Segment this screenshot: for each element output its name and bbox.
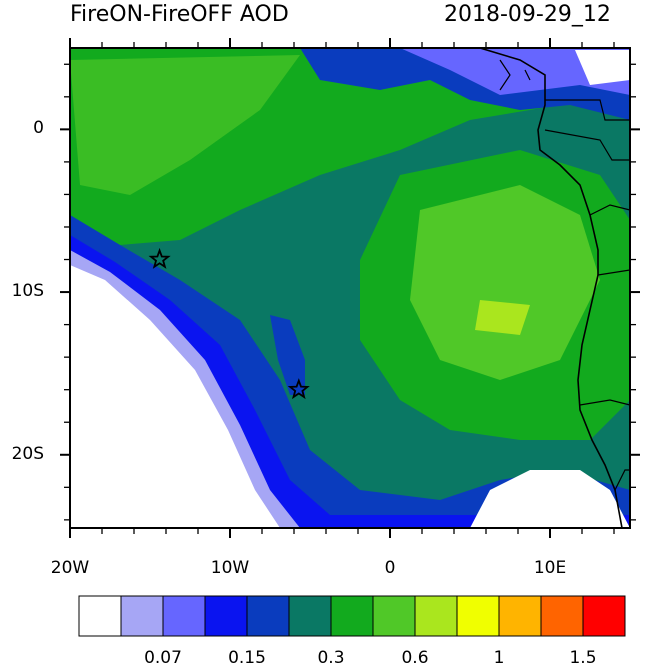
- x-axis-label: 20W: [50, 558, 90, 578]
- border-1: [545, 99, 630, 121]
- field-nw-lightgreen: [70, 55, 300, 195]
- colorbar-swatch: [204, 595, 248, 637]
- y-axis-label: 0: [33, 118, 44, 139]
- colorbar-label: 0.15: [228, 648, 266, 668]
- field-clean-sw: [70, 265, 280, 528]
- field-east-peak: [475, 300, 530, 335]
- map-title: FireON-FireOFF AOD: [70, 2, 289, 27]
- colorbar-swatch: [162, 595, 206, 637]
- colorbar-label: 0.6: [401, 648, 429, 668]
- axis-ticks: [60, 38, 640, 538]
- map-frame: [69, 47, 631, 529]
- colorbar-label: 1: [493, 648, 505, 668]
- colorbar-label: 0.3: [317, 648, 345, 668]
- star-marker-north: [148, 247, 171, 269]
- border-7: [499, 59, 531, 91]
- colorbar-swatch: [330, 595, 374, 637]
- colorbar-swatch: [414, 595, 458, 637]
- field-east-lightgreen: [410, 185, 600, 380]
- x-axis-label: 10W: [210, 558, 250, 578]
- field-north-lightblue: [400, 48, 630, 95]
- border-5: [579, 399, 630, 406]
- colorbar: [78, 595, 626, 637]
- colorbar-swatch: [246, 595, 290, 637]
- border-2: [544, 129, 630, 161]
- colorbar-swatch: [540, 595, 584, 637]
- markers-layer: [148, 247, 310, 400]
- border-4: [597, 269, 630, 276]
- x-axis-label: 0: [384, 558, 396, 578]
- border-3: [589, 204, 630, 216]
- colorbar-swatch: [288, 595, 332, 637]
- colorbar-swatch: [120, 595, 164, 637]
- star-marker-south: [287, 378, 310, 400]
- field-streak: [270, 315, 305, 395]
- colorbar-swatch: [78, 595, 122, 637]
- border-6: [614, 469, 630, 491]
- map-timestamp: 2018-09-29_12: [444, 2, 611, 27]
- aod-field: [70, 48, 630, 528]
- colorbar-swatch: [372, 595, 416, 637]
- field-clean-se: [470, 470, 630, 528]
- colorbar-swatch: [456, 595, 500, 637]
- y-axis-label: 10S: [11, 281, 44, 302]
- field-clean-ne: [575, 50, 630, 85]
- x-axis-label: 10E: [533, 558, 567, 578]
- y-axis-label: 20S: [11, 443, 44, 464]
- colorbar-label: 1.5: [569, 648, 597, 668]
- colorbar-swatch: [498, 595, 542, 637]
- coastline: [479, 48, 623, 528]
- colorbar-swatch: [582, 595, 626, 637]
- colorbar-label: 0.07: [144, 648, 182, 668]
